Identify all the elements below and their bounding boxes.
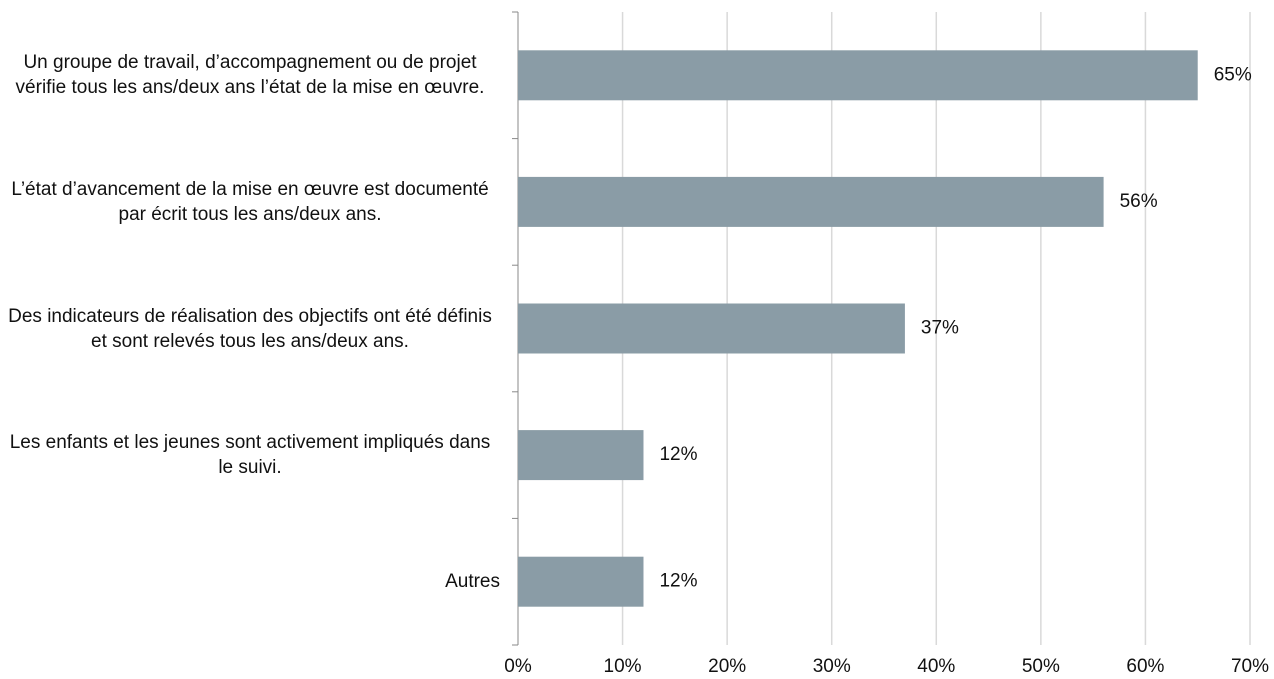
value-label: 12% xyxy=(659,444,697,465)
x-tick-label: 0% xyxy=(504,656,532,677)
bar xyxy=(518,303,905,354)
value-label: 12% xyxy=(659,571,697,592)
x-tick-label: 60% xyxy=(1126,656,1164,677)
category-label: Autres xyxy=(0,532,500,632)
category-text: Des indicateurs de réalisation des objec… xyxy=(8,305,492,352)
x-tick-label: 30% xyxy=(813,656,851,677)
value-label: 65% xyxy=(1214,64,1252,85)
category-text: L’état d’avancement de la mise en œuvre … xyxy=(11,178,489,225)
x-tick-label: 10% xyxy=(604,656,642,677)
value-label: 37% xyxy=(921,318,959,339)
category-label: Un groupe de travail, d’accompagnement o… xyxy=(0,25,500,125)
x-tick-label: 70% xyxy=(1231,656,1269,677)
x-tick-label: 50% xyxy=(1022,656,1060,677)
category-text: Les enfants et les jeunes sont activemen… xyxy=(9,432,491,479)
category-text: Un groupe de travail, d’accompagnement o… xyxy=(15,52,485,99)
x-tick-label: 20% xyxy=(708,656,746,677)
category-text: Autres xyxy=(445,571,500,593)
category-label: L’état d’avancement de la mise en œuvre … xyxy=(0,152,500,252)
category-label: Des indicateurs de réalisation des objec… xyxy=(0,279,500,379)
bar xyxy=(518,556,644,607)
bar xyxy=(518,176,1104,227)
category-label: Les enfants et les jeunes sont activemen… xyxy=(0,405,500,505)
bar xyxy=(518,430,644,481)
value-label: 56% xyxy=(1120,191,1158,212)
bar xyxy=(518,50,1198,101)
x-tick-label: 40% xyxy=(917,656,955,677)
